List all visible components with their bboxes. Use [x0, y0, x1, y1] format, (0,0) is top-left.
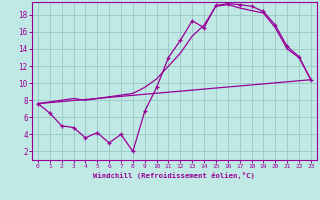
X-axis label: Windchill (Refroidissement éolien,°C): Windchill (Refroidissement éolien,°C): [93, 172, 255, 179]
